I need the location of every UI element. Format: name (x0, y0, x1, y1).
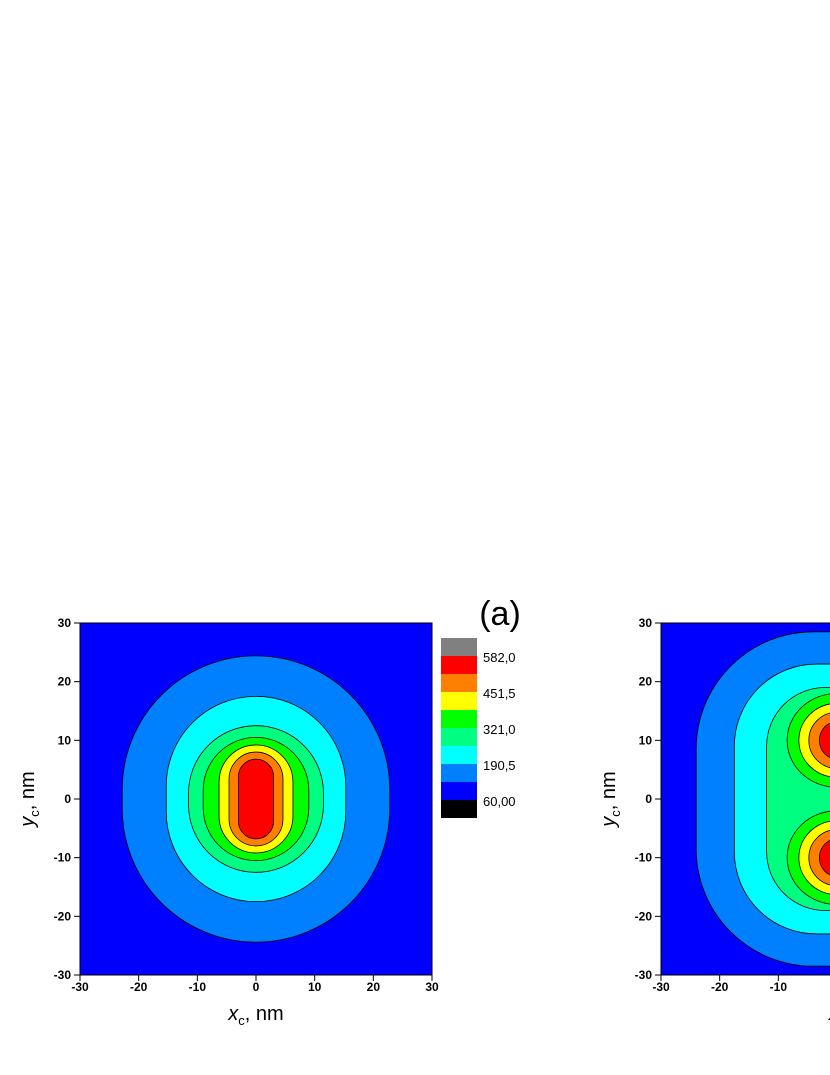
axis-variable: y (598, 816, 620, 829)
axis-unit: , nm (17, 771, 39, 810)
panel-label: (a) (479, 595, 521, 633)
axis-variable: x (227, 1003, 239, 1025)
axis-variable: x (828, 1003, 830, 1025)
y-tick-label: 30 (58, 616, 72, 630)
x-tick-label: 30 (425, 980, 439, 994)
x-axis-label: xc, nm (227, 1003, 283, 1028)
x-tick-label: 0 (253, 980, 260, 994)
colorbar-band (441, 728, 477, 746)
plot-area (661, 623, 830, 975)
colorbar-band (441, 800, 477, 818)
x-axis-label: xc (828, 1003, 830, 1028)
y-axis-label: yc, nm (598, 771, 623, 828)
plot-area (80, 623, 432, 975)
colorbar-label: 190,5 (483, 758, 516, 773)
contour-region (819, 840, 830, 876)
colorbar-band (441, 692, 477, 710)
axis-unit: , nm (598, 771, 620, 810)
y-tick-label: -30 (54, 968, 72, 982)
y-tick-label: -10 (635, 851, 653, 865)
y-tick-label: -30 (635, 968, 653, 982)
axis-subscript: c (27, 810, 42, 817)
x-tick-label: 20 (367, 980, 381, 994)
x-tick-label: -10 (189, 980, 207, 994)
colorbar-label: 60,00 (483, 794, 516, 809)
x-tick-label: -10 (770, 980, 788, 994)
x-tick-label: -20 (130, 980, 148, 994)
colorbar-band (441, 638, 477, 656)
y-tick-label: -10 (54, 851, 72, 865)
y-tick-label: 10 (58, 733, 72, 747)
y-tick-label: 0 (645, 792, 652, 806)
y-axis-label: yc, nm (17, 771, 42, 828)
y-tick-label: -20 (635, 909, 653, 923)
contour-region (819, 722, 830, 758)
colorbar-band (441, 656, 477, 674)
axis-subscript: c (608, 810, 623, 817)
y-tick-label: -20 (54, 909, 72, 923)
y-tick-label: 0 (64, 792, 71, 806)
y-tick-label: 20 (58, 675, 72, 689)
axis-variable: y (17, 816, 39, 829)
axis-subscript: c (238, 1013, 245, 1028)
x-tick-label: 10 (308, 980, 322, 994)
contour-region (237, 758, 274, 840)
colorbar-band (441, 710, 477, 728)
colorbar-band (441, 746, 477, 764)
colorbar-band (441, 764, 477, 782)
colorbar-band (441, 782, 477, 800)
y-tick-label: 20 (639, 675, 653, 689)
colorbar-band (441, 674, 477, 692)
contour-plot: -30-20-10-30-20-100102030xcyc, nm (598, 616, 830, 1028)
colorbar-label: 321,0 (483, 722, 516, 737)
axis-unit: , nm (245, 1003, 284, 1025)
x-tick-label: -30 (71, 980, 89, 994)
x-tick-label: -20 (711, 980, 729, 994)
x-tick-label: -30 (652, 980, 670, 994)
colorbar-label: 451,5 (483, 686, 516, 701)
y-tick-label: 30 (639, 616, 653, 630)
colorbar-label: 582,0 (483, 650, 516, 665)
y-tick-label: 10 (639, 733, 653, 747)
